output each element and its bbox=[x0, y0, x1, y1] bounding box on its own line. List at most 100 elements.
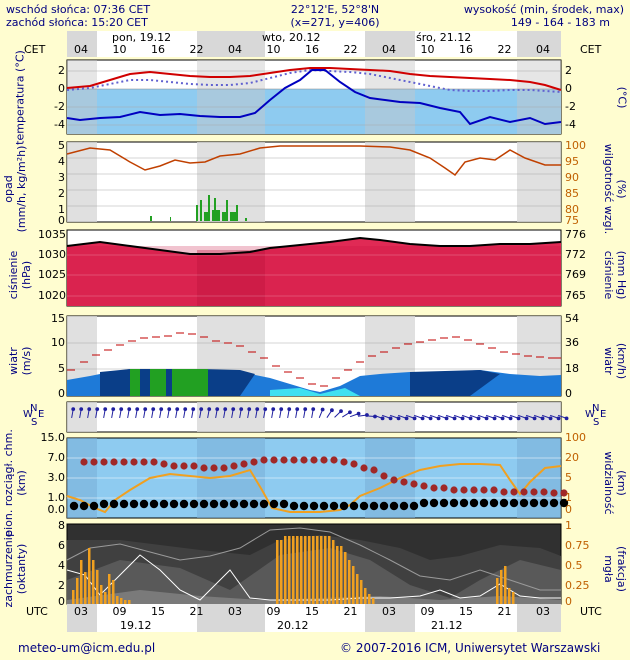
cloud-base-dot bbox=[319, 501, 329, 511]
compass-n-right: N bbox=[592, 403, 600, 414]
cloud-top-dot bbox=[490, 486, 498, 494]
visibility-line bbox=[66, 463, 562, 514]
cloud-top-dot bbox=[170, 462, 178, 470]
visibility-tick-left: 3.0 bbox=[47, 471, 66, 484]
wind-arrow-head bbox=[239, 407, 244, 412]
cloud-top-dot bbox=[200, 464, 208, 472]
visibility-tick-right: 0 bbox=[565, 503, 572, 516]
cloud-panel bbox=[66, 523, 562, 605]
fog-bar bbox=[312, 536, 315, 604]
cloud-base-dot bbox=[529, 498, 539, 508]
visibility-tick-right: 20 bbox=[565, 451, 579, 464]
wind-arrow-head bbox=[135, 407, 140, 412]
hour-bottom-label: 21 bbox=[189, 605, 204, 618]
hour-top-label: 04 bbox=[74, 43, 88, 56]
pressure-tick-left: 1030 bbox=[38, 248, 66, 261]
clouds-tick-right: 0.75 bbox=[565, 539, 590, 552]
utc-left: UTC bbox=[26, 605, 48, 618]
wind-arrow-head bbox=[191, 407, 196, 412]
hour-top-label: 04 bbox=[536, 43, 550, 56]
hour-bottom-label: 15 bbox=[459, 605, 473, 618]
fog-bar bbox=[300, 536, 303, 604]
cloud-base-dot bbox=[149, 499, 159, 509]
cloud-top-dot bbox=[450, 486, 458, 494]
visibility-tick-left: 1.0 bbox=[47, 491, 66, 504]
temp-tick-left: -4 bbox=[54, 118, 65, 131]
cloud-top-dot bbox=[480, 486, 488, 494]
wind-tick-left: 0 bbox=[58, 387, 65, 400]
cloud-base-dot bbox=[279, 499, 289, 509]
wind-arrow-head bbox=[556, 416, 561, 421]
temp-left-label: temperatura (°C) bbox=[13, 50, 27, 145]
cloud-base-dot bbox=[509, 498, 519, 508]
wind-arrow-head bbox=[95, 407, 100, 412]
clouds-tick-left: 6 bbox=[58, 539, 65, 552]
sunset-text: zachód słońca: 15:20 CET bbox=[6, 16, 148, 29]
wind-arrow-head bbox=[247, 407, 252, 412]
cloud-top-dot bbox=[310, 456, 318, 464]
fog-bar bbox=[508, 588, 511, 604]
pressure-panel bbox=[66, 229, 562, 307]
pressure-left-label: ciśnienie (hPa) bbox=[7, 250, 33, 300]
cloud-base-dot bbox=[219, 499, 229, 509]
wind-arrow-head bbox=[207, 407, 212, 412]
wind-arrow-head bbox=[127, 407, 132, 412]
hour-top-label: 04 bbox=[228, 43, 242, 56]
precip-tick-left: 2 bbox=[58, 187, 65, 200]
wind-arrow-head bbox=[159, 407, 164, 412]
fog-bar bbox=[344, 552, 347, 604]
clouds-tick-left: 8 bbox=[58, 519, 65, 532]
wind-arrow-head bbox=[231, 407, 236, 412]
cloud-base-dot bbox=[499, 498, 509, 508]
cloud-top-dot bbox=[550, 489, 558, 497]
grid-text: (x=271, y=406) bbox=[290, 16, 380, 29]
temp-tick-left: -2 bbox=[54, 100, 65, 113]
wind-arrow-head bbox=[151, 407, 156, 412]
cloud-top-dot bbox=[410, 480, 418, 488]
fog-bar bbox=[364, 588, 367, 604]
wind-arrow-head bbox=[420, 416, 425, 421]
fog-bar bbox=[72, 590, 75, 604]
cloud-top-dot bbox=[90, 458, 98, 466]
fog-bar bbox=[348, 560, 351, 604]
cloud-top-dot bbox=[290, 456, 298, 464]
cloud-base-dot bbox=[199, 499, 209, 509]
footer-email[interactable]: meteo-um@icm.edu.pl bbox=[18, 641, 156, 655]
cloud-base-dot bbox=[349, 501, 359, 511]
hour-bottom-label: 09 bbox=[266, 605, 281, 618]
wind-arrow-head bbox=[460, 416, 465, 421]
wind-arrow-head bbox=[103, 407, 108, 412]
cloud-top-dot bbox=[230, 462, 238, 470]
fog-bar bbox=[332, 540, 335, 604]
cloud-base-dot bbox=[309, 501, 319, 511]
wind-arrow-head bbox=[452, 416, 457, 421]
cloud-base-dot bbox=[209, 499, 219, 509]
cloud-base-dot bbox=[329, 501, 339, 511]
fog-bar bbox=[320, 536, 323, 604]
cloud-top-dot bbox=[150, 458, 158, 466]
compass-w-right: W bbox=[585, 409, 595, 420]
wind-arrow-head bbox=[380, 416, 385, 421]
cloud-base-dot bbox=[369, 501, 379, 511]
cloud-base-dot bbox=[539, 498, 549, 508]
wind-arrow-head bbox=[548, 416, 553, 421]
cloud-top-dot bbox=[180, 462, 188, 470]
cloud-top-dot bbox=[240, 460, 248, 468]
precip-tick-right: 80 bbox=[565, 203, 579, 216]
cloud-top-dot bbox=[470, 486, 478, 494]
fog-bar bbox=[316, 536, 319, 604]
visibility-panel bbox=[66, 437, 569, 519]
day-bottom-3: 21.12 bbox=[431, 619, 463, 632]
wind-arrow-head bbox=[356, 411, 361, 416]
fog-bar bbox=[92, 560, 95, 604]
day-top-1: pon, 19.12 bbox=[112, 31, 172, 44]
precip-panel bbox=[66, 141, 562, 223]
wind-tick-right: 36 bbox=[565, 336, 579, 349]
cloud-base-dot bbox=[239, 499, 249, 509]
fog-bar bbox=[296, 536, 299, 604]
wind-arrow-head bbox=[476, 416, 481, 421]
cloud-top-dot bbox=[120, 458, 128, 466]
hour-bottom-label: 21 bbox=[497, 605, 512, 618]
cloud-top-dot bbox=[270, 456, 278, 464]
cloud-base-dot bbox=[79, 501, 89, 511]
